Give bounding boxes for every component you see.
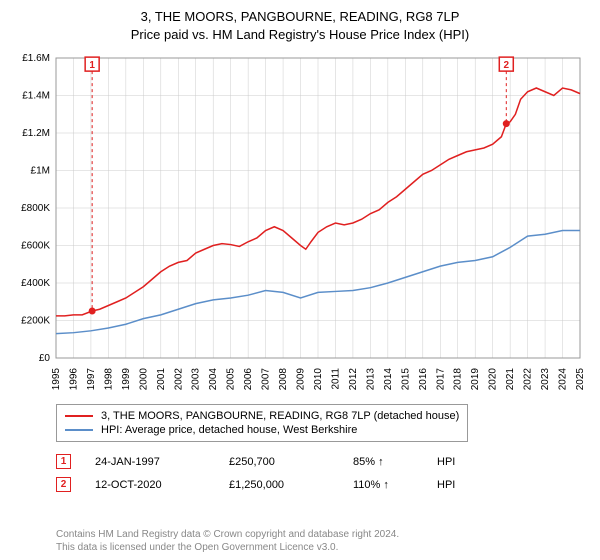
svg-text:2005: 2005 bbox=[226, 368, 237, 391]
svg-text:£1M: £1M bbox=[31, 166, 50, 177]
svg-text:2013: 2013 bbox=[365, 368, 376, 391]
svg-text:2011: 2011 bbox=[330, 368, 341, 390]
svg-text:1998: 1998 bbox=[103, 368, 114, 391]
event-price: £250,700 bbox=[229, 456, 329, 468]
svg-text:£1.4M: £1.4M bbox=[22, 91, 50, 102]
event-pct: 85% ↑ bbox=[353, 456, 413, 468]
legend: 3, THE MOORS, PANGBOURNE, READING, RG8 7… bbox=[56, 404, 468, 442]
svg-text:1995: 1995 bbox=[51, 368, 62, 391]
svg-text:2010: 2010 bbox=[313, 368, 324, 391]
svg-text:£600K: £600K bbox=[21, 241, 50, 252]
svg-text:£1.6M: £1.6M bbox=[22, 53, 50, 64]
svg-text:2007: 2007 bbox=[261, 368, 272, 391]
event-marker-icon: 1 bbox=[56, 454, 71, 469]
svg-text:2003: 2003 bbox=[191, 368, 202, 391]
svg-text:2018: 2018 bbox=[453, 368, 464, 391]
event-suffix: HPI bbox=[437, 456, 455, 468]
svg-text:2022: 2022 bbox=[523, 368, 534, 391]
svg-text:1999: 1999 bbox=[121, 368, 132, 391]
legend-item: HPI: Average price, detached house, West… bbox=[65, 423, 459, 437]
legend-label: 3, THE MOORS, PANGBOURNE, READING, RG8 7… bbox=[101, 410, 459, 422]
svg-text:2009: 2009 bbox=[296, 368, 307, 391]
svg-text:2: 2 bbox=[504, 60, 510, 71]
event-price: £1,250,000 bbox=[229, 479, 329, 491]
title-line-1: 3, THE MOORS, PANGBOURNE, READING, RG8 7… bbox=[0, 8, 600, 26]
svg-text:2017: 2017 bbox=[435, 368, 446, 391]
event-date: 24-JAN-1997 bbox=[95, 456, 205, 468]
chart-area: £0 £200K £400K £600K £800K £1M £1.2M £1.4M £1.6M… bbox=[8, 48, 592, 398]
svg-text:2008: 2008 bbox=[278, 368, 289, 391]
event-pct: 110% ↑ bbox=[353, 479, 413, 491]
svg-text:2006: 2006 bbox=[243, 368, 254, 391]
svg-text:£400K: £400K bbox=[21, 278, 50, 289]
svg-text:2014: 2014 bbox=[383, 368, 394, 391]
footer-line-2: This data is licensed under the Open Gov… bbox=[56, 541, 399, 554]
legend-label: HPI: Average price, detached house, West… bbox=[101, 424, 357, 436]
footer-line-1: Contains HM Land Registry data © Crown c… bbox=[56, 528, 399, 541]
legend-swatch bbox=[65, 429, 93, 431]
line-chart-svg: £0 £200K £400K £600K £800K £1M £1.2M £1.4M £1.6M… bbox=[8, 48, 592, 398]
svg-text:1996: 1996 bbox=[68, 368, 79, 391]
svg-text:2023: 2023 bbox=[540, 368, 551, 391]
chart-title: 3, THE MOORS, PANGBOURNE, READING, RG8 7… bbox=[0, 0, 600, 44]
svg-text:£0: £0 bbox=[39, 353, 51, 364]
event-row: 1 24-JAN-1997 £250,700 85% ↑ HPI bbox=[56, 450, 576, 473]
svg-text:2024: 2024 bbox=[558, 368, 569, 391]
event-marker-icon: 2 bbox=[56, 477, 71, 492]
event-date: 12-OCT-2020 bbox=[95, 479, 205, 491]
svg-text:2002: 2002 bbox=[173, 368, 184, 391]
legend-swatch bbox=[65, 415, 93, 417]
event-suffix: HPI bbox=[437, 479, 455, 491]
svg-text:£1.2M: £1.2M bbox=[22, 128, 50, 139]
svg-text:2012: 2012 bbox=[348, 368, 359, 391]
svg-text:2016: 2016 bbox=[418, 368, 429, 391]
svg-text:£200K: £200K bbox=[21, 316, 50, 327]
svg-text:£800K: £800K bbox=[21, 203, 50, 214]
svg-text:2001: 2001 bbox=[156, 368, 167, 391]
svg-text:2004: 2004 bbox=[208, 368, 219, 391]
svg-text:1997: 1997 bbox=[86, 368, 97, 391]
svg-text:2015: 2015 bbox=[400, 368, 411, 391]
footer-attribution: Contains HM Land Registry data © Crown c… bbox=[56, 528, 399, 554]
event-list: 1 24-JAN-1997 £250,700 85% ↑ HPI 2 12-OC… bbox=[56, 450, 576, 496]
svg-text:2021: 2021 bbox=[505, 368, 516, 391]
legend-item: 3, THE MOORS, PANGBOURNE, READING, RG8 7… bbox=[65, 409, 459, 423]
svg-text:2020: 2020 bbox=[488, 368, 499, 391]
svg-text:2019: 2019 bbox=[470, 368, 481, 391]
event-row: 2 12-OCT-2020 £1,250,000 110% ↑ HPI bbox=[56, 473, 576, 496]
svg-text:1: 1 bbox=[89, 60, 95, 71]
svg-text:2025: 2025 bbox=[575, 368, 586, 391]
title-line-2: Price paid vs. HM Land Registry's House … bbox=[0, 26, 600, 44]
svg-text:2000: 2000 bbox=[138, 368, 149, 391]
